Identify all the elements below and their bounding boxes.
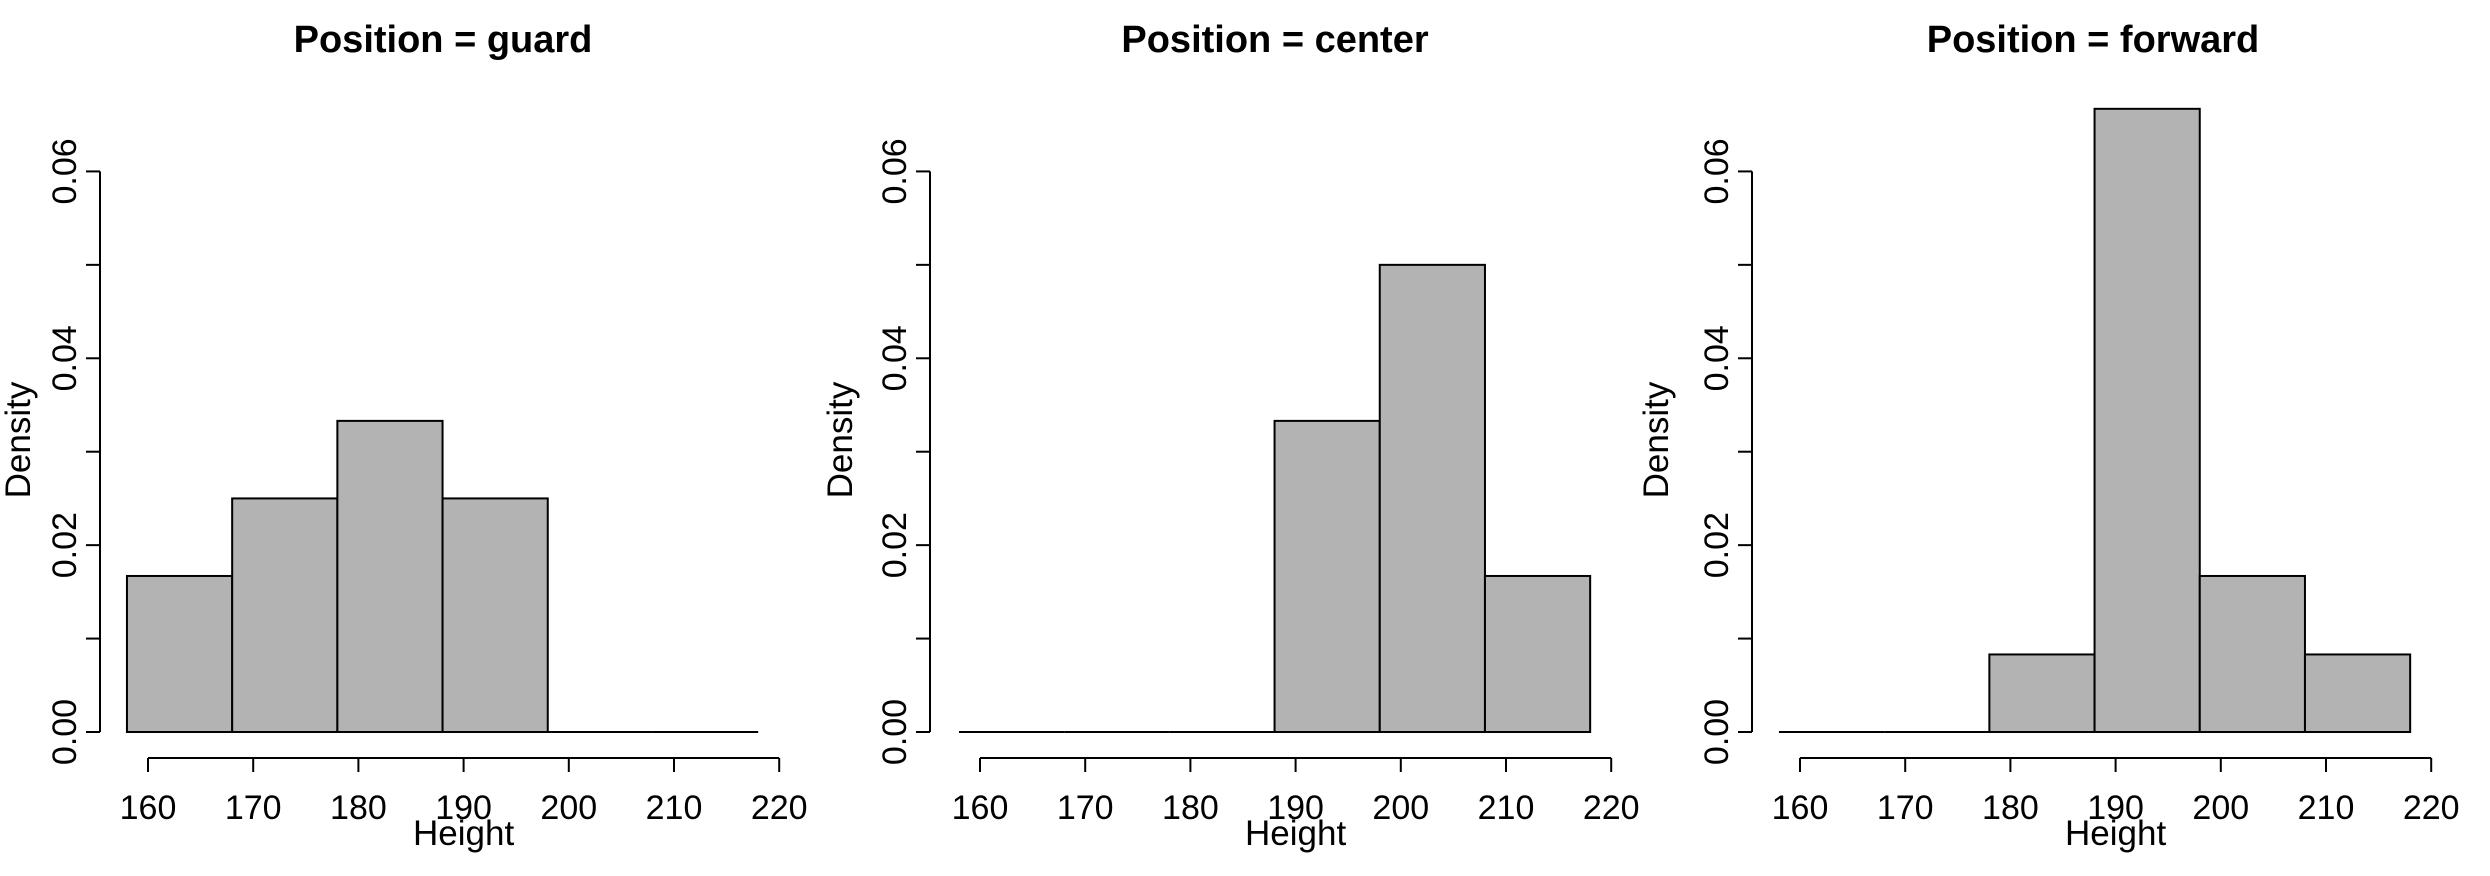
panel-forward: Position = forward 0.00 0.02 0.04 0.06 Densit… (1637, 19, 2460, 853)
panel-center: Position = center 0.00 0.02 0.04 0.06 Density… (821, 19, 1640, 853)
y-tick-label: 0.02 (876, 512, 914, 578)
x-tick-label: 190 (1267, 789, 1324, 827)
y-tick-label: 0.00 (876, 699, 914, 765)
x-axis-label: Height (413, 814, 514, 853)
x-tick-label: 170 (1057, 789, 1114, 827)
x-tick-label: 210 (1478, 789, 1535, 827)
x-tick-label: 220 (2403, 789, 2460, 827)
y-tick-label: 0.06 (46, 138, 84, 204)
histogram-bar (1378, 263, 1486, 733)
x-tick-label: 170 (1877, 789, 1934, 827)
y-tick-label: 0.00 (46, 699, 84, 765)
x-tick-label: 200 (540, 789, 597, 827)
x-tick-label: 160 (1772, 789, 1829, 827)
y-tick-label: 0.00 (1698, 699, 1736, 765)
x-tick-label: 210 (646, 789, 703, 827)
chart-title: Position = forward (1927, 19, 2260, 61)
x-tick-label: 160 (952, 789, 1009, 827)
y-axis-label: Density (1637, 381, 1676, 498)
histogram-bar (2093, 107, 2201, 733)
y-tick-label: 0.02 (46, 512, 84, 578)
x-tick-label: 160 (120, 789, 177, 827)
x-tick-label: 210 (2298, 789, 2355, 827)
chart-title: Position = guard (294, 19, 593, 61)
chart-title: Position = center (1121, 19, 1428, 61)
x-axis-label: Height (1245, 814, 1346, 853)
x-tick-label: 220 (1583, 789, 1640, 827)
histogram-bar (2303, 653, 2412, 734)
x-tick-label: 180 (330, 789, 387, 827)
x-tick-label: 200 (2192, 789, 2249, 827)
y-axis-label: Density (821, 381, 860, 498)
y-tick-label: 0.06 (1698, 138, 1736, 204)
x-tick-label: 170 (225, 789, 282, 827)
histogram-bar (1483, 574, 1592, 734)
y-tick-label: 0.04 (876, 325, 914, 391)
histogram-bar (336, 419, 444, 733)
y-tick-label: 0.06 (876, 138, 914, 204)
x-tick-label: 190 (435, 789, 492, 827)
histogram-bar (125, 574, 234, 734)
histogram-bar (441, 497, 549, 733)
y-tick-label: 0.04 (46, 325, 84, 391)
x-tick-label: 190 (2087, 789, 2144, 827)
histogram-bar (1988, 653, 2096, 734)
y-tick-label: 0.02 (1698, 512, 1736, 578)
histogram-bar (2198, 574, 2306, 734)
x-tick-label: 180 (1982, 789, 2039, 827)
y-tick-label: 0.04 (1698, 325, 1736, 391)
histogram-bar (1273, 419, 1381, 733)
panel-guard: Position = guard 0.00 0.02 0.04 0.06 Density 1… (0, 19, 808, 853)
y-axis-label: Density (0, 381, 38, 498)
x-tick-label: 180 (1162, 789, 1219, 827)
x-tick-label: 220 (751, 789, 808, 827)
histogram-bar (231, 497, 339, 733)
x-tick-label: 200 (1372, 789, 1429, 827)
x-axis-label: Height (2065, 814, 2166, 853)
